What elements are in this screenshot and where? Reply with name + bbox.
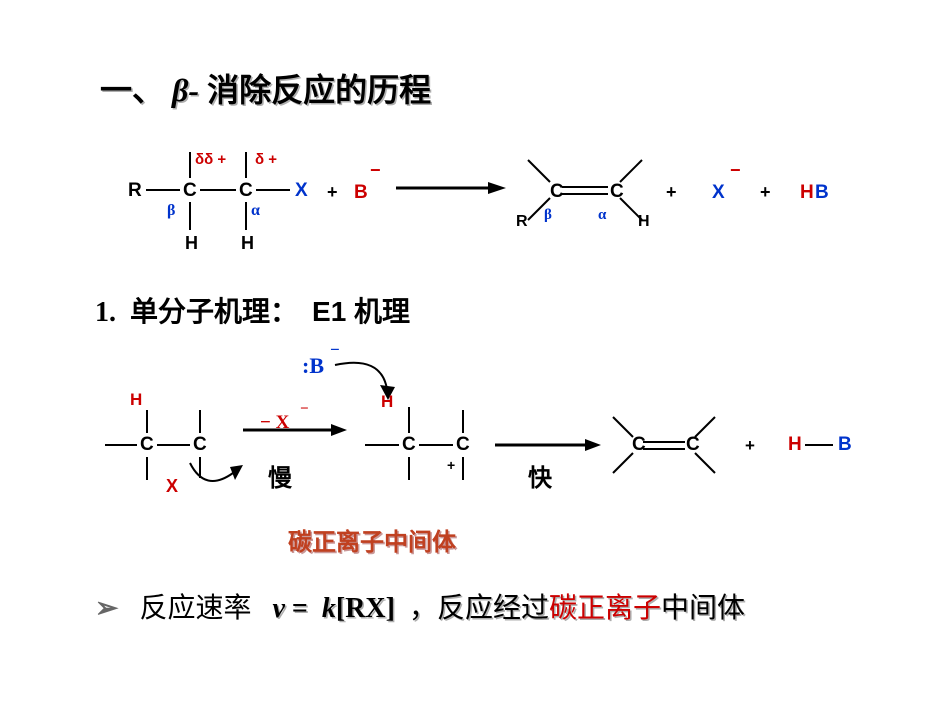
s1-B: B xyxy=(354,182,368,204)
s1-Ca: C xyxy=(239,180,253,202)
m-plus: + xyxy=(745,436,755,456)
rate-comma: ， xyxy=(409,593,437,624)
s1-R: R xyxy=(128,180,142,202)
rate-t1: 反应速率 xyxy=(139,593,251,624)
m-C2b: C xyxy=(456,434,470,456)
p1-alpha: α xyxy=(598,207,606,224)
p1-HBb: B xyxy=(815,182,829,204)
m-C3a: C xyxy=(632,434,646,456)
m-Xsup: − xyxy=(300,401,309,418)
m-minusX: − X xyxy=(260,412,289,433)
s1-beta: β xyxy=(167,202,175,220)
s1-Cb: C xyxy=(183,180,197,202)
m-slow: 慢 xyxy=(268,458,292,493)
p1-Xprod: X xyxy=(712,182,725,204)
title-rest: 消除反应的历程 xyxy=(207,72,431,108)
s1-Bminus: − xyxy=(370,160,381,181)
m-CplusCharge: + xyxy=(447,457,455,473)
title-prefix: 一、 xyxy=(100,72,164,108)
s1-alpha: α xyxy=(251,202,260,220)
mech-svg xyxy=(85,345,875,505)
p1-Cb: C xyxy=(550,181,564,203)
m-C1a: C xyxy=(140,434,154,456)
m-C2a: C xyxy=(402,434,416,456)
rate-carbo: 碳正离子 xyxy=(549,593,661,624)
m-fast: 快 xyxy=(528,458,552,493)
s1-plus1: + xyxy=(327,182,338,203)
p1-Ca: C xyxy=(610,181,624,203)
s1-Hb: H xyxy=(185,233,198,254)
m-C1b: C xyxy=(193,434,207,456)
s1-dd: δδ + xyxy=(195,151,226,168)
p1-Xminus: − xyxy=(730,160,741,181)
rate-k: k xyxy=(322,593,336,624)
p1-H: H xyxy=(638,213,650,231)
rate-t3: 中间体 xyxy=(661,593,745,624)
p1-plus3: + xyxy=(760,182,771,203)
rate-t2: 反应经过 xyxy=(437,593,549,624)
title-beta: β- xyxy=(172,72,199,108)
m-H1: H xyxy=(130,390,142,410)
rate-nu: ν xyxy=(272,593,284,624)
p1-HBh: H xyxy=(800,182,814,204)
p1-beta: β xyxy=(544,207,552,224)
m-H2: H xyxy=(381,392,393,412)
intermediate-label: 碳正离子中间体 xyxy=(288,522,456,557)
p1-R: R xyxy=(516,213,528,231)
rate-eq: = xyxy=(292,593,308,624)
m-C3b: C xyxy=(686,434,700,456)
m-HBh: H xyxy=(788,434,802,456)
rate-bullet: ➢ xyxy=(95,592,118,623)
s1-X: X xyxy=(295,180,308,202)
m-HBb: B xyxy=(838,434,852,456)
sec1-t2: E1 机理 xyxy=(312,296,410,327)
s1-Ha: H xyxy=(241,233,254,254)
m-X1: X xyxy=(166,476,178,497)
rate-br: [RX] xyxy=(336,593,395,624)
s1-d: δ + xyxy=(255,151,277,168)
p1-plus2: + xyxy=(666,182,677,203)
sec1-num: 1. xyxy=(95,297,116,328)
sec1-t1: 单分子机理： xyxy=(130,297,298,328)
